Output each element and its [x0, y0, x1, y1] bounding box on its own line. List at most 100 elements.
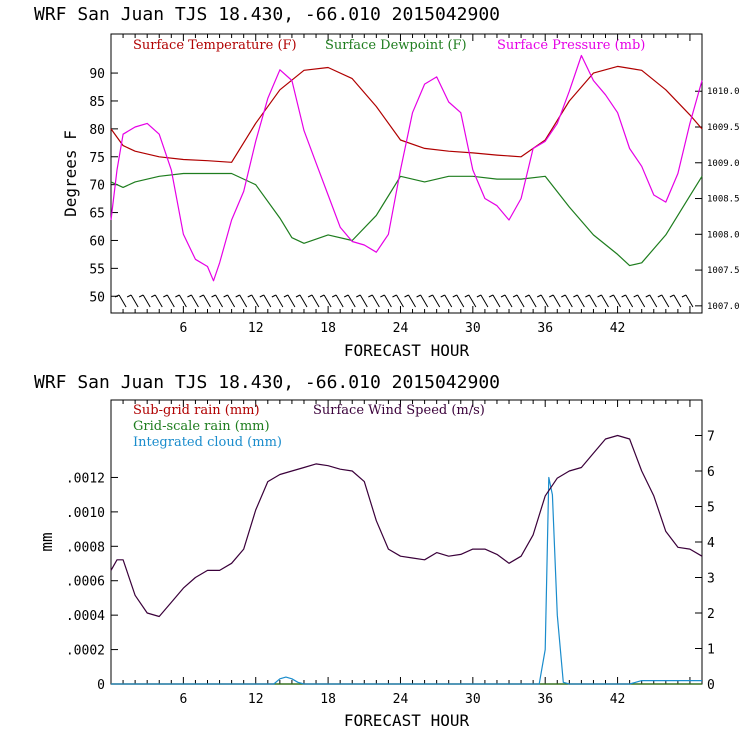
- wind-barb-shaft: [540, 294, 549, 308]
- legend-entry: Grid-scale rain (mm): [133, 419, 270, 434]
- wind-barb: [609, 294, 622, 308]
- series-line-3: [111, 476, 702, 685]
- wind-barb: [344, 294, 356, 308]
- wind-barb: [163, 294, 175, 308]
- wind-barb-shaft: [492, 294, 501, 308]
- wind-barb: [500, 294, 513, 308]
- series-line-2: [110, 172, 703, 267]
- wind-barb-flag: [187, 294, 192, 298]
- wind-barb-shaft: [396, 294, 404, 308]
- wind-barb-shaft: [661, 294, 670, 308]
- wind-barb-shaft: [239, 294, 248, 308]
- wind-barb-shaft: [456, 294, 465, 308]
- wind-barb: [657, 294, 670, 308]
- wind-barb-flag: [669, 294, 675, 298]
- legend-entry: Surface Dewpoint (F): [325, 38, 467, 53]
- x-axis-label: FORECAST HOUR: [344, 341, 470, 360]
- wind-barb-flag: [585, 294, 590, 298]
- wind-barb: [151, 294, 163, 308]
- wind-barb-flag: [271, 294, 277, 298]
- wind-barb-flag: [476, 294, 482, 298]
- wind-barb-flag: [307, 294, 313, 298]
- x-tick-label: 36: [537, 692, 553, 707]
- series-line-1: [110, 65, 703, 163]
- wind-barb-shaft: [154, 294, 163, 308]
- chart-2: WRF San Juan TJS 18.430, -66.010 2015042…: [34, 372, 715, 730]
- chart-title: WRF San Juan TJS 18.430, -66.010 2015042…: [34, 4, 500, 25]
- wind-barb: [319, 294, 332, 308]
- y2-tick-label: 0: [707, 678, 715, 693]
- y-axis-label: Degrees F: [61, 130, 80, 217]
- y2-tick-label: 1010.0: [707, 87, 740, 97]
- wind-barb-shaft: [420, 294, 429, 308]
- y-tick-label: 55: [89, 262, 105, 277]
- wind-barb: [512, 294, 525, 308]
- series-line-4: [110, 434, 703, 618]
- y2-tick-label: 6: [707, 465, 715, 480]
- y-tick-label: .0010: [66, 506, 105, 521]
- wind-barb-flag: [452, 294, 457, 298]
- wind-barb-shaft: [468, 294, 477, 308]
- wind-barb-shaft: [190, 294, 199, 308]
- wind-barb: [524, 294, 537, 308]
- wind-barb: [126, 294, 139, 308]
- wind-barb-shaft: [130, 294, 139, 308]
- wind-barb: [307, 294, 320, 308]
- wind-barb-flag: [536, 294, 542, 298]
- wind-barb-flag: [380, 294, 385, 298]
- wind-barb: [199, 294, 211, 308]
- wind-barb-flag: [416, 294, 421, 298]
- wind-barb-shaft: [359, 294, 368, 308]
- wind-barb: [114, 294, 127, 308]
- wind-barb-shaft: [118, 294, 127, 308]
- y-tick-label: .0012: [66, 471, 105, 486]
- wind-barb-shaft: [408, 294, 416, 308]
- x-tick-label: 30: [465, 321, 481, 336]
- wind-barb: [585, 294, 597, 308]
- wind-barb-flag: [404, 294, 409, 298]
- wind-barb: [488, 294, 501, 308]
- wind-barb: [356, 294, 368, 308]
- wind-barb: [428, 294, 441, 308]
- wind-barb-flag: [199, 294, 204, 298]
- wind-barb-flag: [368, 294, 373, 298]
- wind-barb-shaft: [637, 294, 646, 308]
- y-tick-label: 65: [89, 207, 105, 222]
- x-tick-label: 42: [610, 321, 626, 336]
- y2-tick-label: 1007.0: [707, 302, 740, 312]
- wind-barb: [681, 294, 694, 308]
- wind-barb-flag: [114, 294, 120, 298]
- wind-barb: [573, 294, 585, 308]
- y2-tick-label: 7: [707, 430, 715, 445]
- y2-tick-label: 1007.5: [707, 266, 740, 276]
- wind-barb: [392, 294, 404, 308]
- wind-barb-shaft: [178, 294, 187, 308]
- wind-barb-shaft: [275, 294, 284, 308]
- wind-barb-flag: [247, 294, 252, 298]
- y-tick-label: .0008: [66, 540, 105, 555]
- wind-barb-flag: [597, 294, 602, 298]
- y-tick-label: 85: [89, 95, 105, 110]
- wind-barb-shaft: [432, 294, 441, 308]
- wind-barb-shaft: [480, 294, 489, 308]
- wind-barb-shaft: [323, 294, 332, 308]
- wind-barb-flag: [175, 294, 180, 298]
- wind-barb-flag: [657, 294, 663, 298]
- wind-barb: [187, 294, 199, 308]
- legend-entry: Surface Wind Speed (m/s): [313, 403, 485, 418]
- y-tick-label: 70: [89, 179, 105, 194]
- wind-barb-shaft: [251, 294, 260, 308]
- y-tick-label: .0006: [66, 575, 105, 590]
- wind-barb: [235, 294, 248, 308]
- wind-barb-flag: [259, 294, 265, 298]
- wind-barb-shaft: [444, 294, 453, 308]
- wind-barb-shaft: [166, 294, 175, 308]
- wind-barb-shaft: [589, 294, 597, 308]
- y-tick-label: 75: [89, 151, 105, 166]
- wind-barb-flag: [621, 294, 626, 298]
- wind-barb: [464, 294, 477, 308]
- wind-barb: [621, 294, 634, 308]
- wind-barb-shaft: [287, 294, 296, 308]
- x-tick-label: 6: [179, 321, 187, 336]
- y-tick-label: 60: [89, 234, 105, 249]
